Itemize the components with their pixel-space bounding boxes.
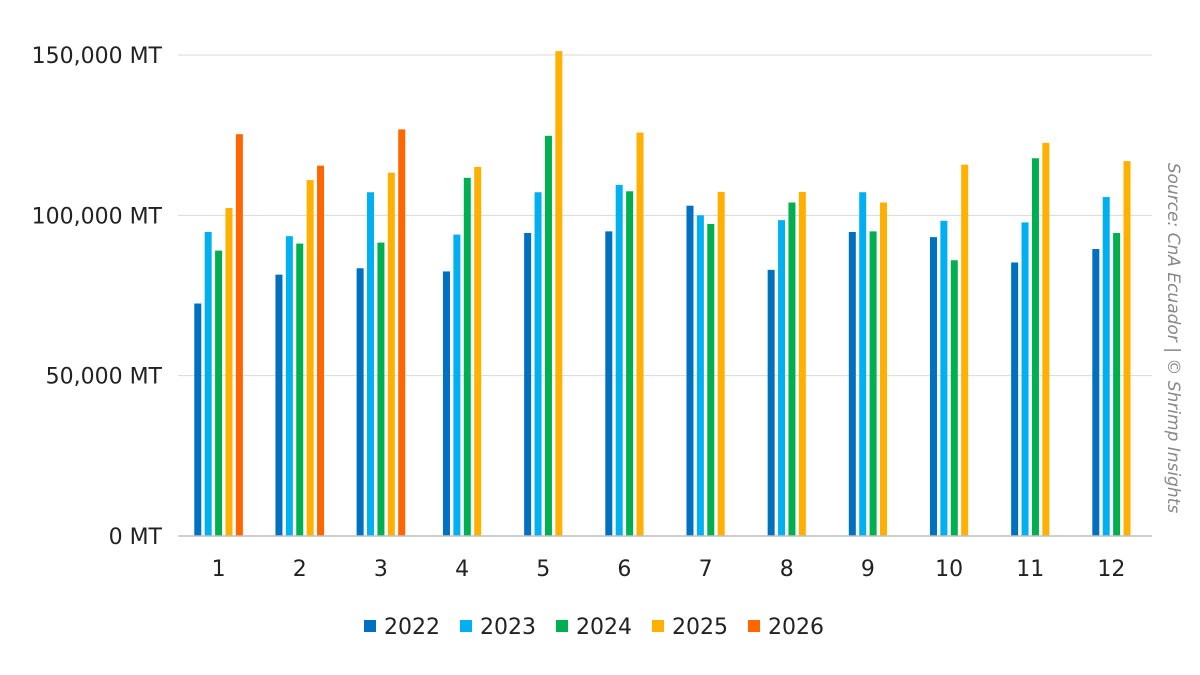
x-tick-label: 7 [699, 557, 713, 582]
x-tick-label: 3 [374, 557, 388, 582]
legend-swatch-2026 [748, 620, 760, 632]
bar-2023-month-8 [778, 220, 786, 537]
bar-2022-month-2 [275, 274, 283, 536]
bar-2022-month-7 [686, 205, 694, 537]
bar-2023-month-1 [204, 232, 212, 536]
bar-2025-month-11 [1042, 142, 1050, 536]
bar-2025-month-6 [636, 132, 644, 537]
legend-swatch-2023 [460, 620, 472, 632]
bar-2022-month-4 [442, 271, 450, 536]
bar-2026-month-1 [235, 134, 243, 537]
legend-label-2022: 2022 [384, 615, 440, 640]
legend-label-2023: 2023 [480, 615, 536, 640]
bar-2025-month-1 [225, 207, 233, 536]
bar-2023-month-7 [696, 215, 704, 537]
bar-2024-month-6 [626, 191, 634, 537]
bar-2024-month-5 [544, 135, 552, 537]
bar-2026-month-2 [317, 165, 325, 536]
bar-2024-month-7 [707, 223, 715, 536]
bar-2025-month-5 [555, 51, 563, 536]
y-axis-ticks: 0 MT 50,000 MT 100,000 MT 150,000 MT [32, 44, 163, 550]
bar-2024-month-8 [788, 202, 796, 537]
x-tick-label: 1 [212, 557, 226, 582]
bar-2025-month-4 [474, 166, 482, 537]
bars [194, 51, 1131, 537]
bar-2023-month-5 [534, 192, 542, 536]
bar-2022-month-9 [848, 232, 856, 536]
y-tick-label: 100,000 MT [32, 204, 163, 229]
y-tick-label: 50,000 MT [46, 365, 163, 390]
bar-2022-month-1 [194, 303, 202, 536]
bar-2025-month-12 [1123, 161, 1131, 536]
bar-2023-month-12 [1102, 197, 1110, 536]
x-tick-label: 10 [935, 557, 963, 582]
x-tick-label: 6 [617, 557, 631, 582]
bar-2025-month-2 [306, 180, 314, 536]
x-tick-label: 5 [536, 557, 550, 582]
bar-2022-month-8 [767, 269, 775, 536]
bar-2023-month-3 [367, 192, 375, 536]
legend-swatch-2022 [364, 620, 376, 632]
bar-2024-month-9 [869, 231, 877, 536]
x-tick-label: 2 [293, 557, 307, 582]
legend-label-2026: 2026 [768, 615, 824, 640]
bar-2025-month-10 [961, 164, 969, 536]
bar-2023-month-2 [285, 236, 293, 536]
bar-2024-month-11 [1031, 158, 1039, 536]
bar-2024-month-2 [296, 243, 304, 536]
legend: 2022 2023 2024 2025 2026 [364, 615, 824, 640]
legend-swatch-2025 [652, 620, 664, 632]
x-tick-label: 12 [1097, 557, 1125, 582]
bar-2024-month-10 [950, 260, 958, 536]
bar-2025-month-8 [798, 191, 806, 536]
bar-2026-month-3 [398, 129, 406, 537]
source-note: Source: CnA Ecuador | © Shrimp Insights [1163, 163, 1183, 514]
bar-2025-month-7 [717, 191, 725, 536]
bar-2025-month-9 [880, 202, 888, 537]
legend-label-2024: 2024 [576, 615, 632, 640]
bar-2023-month-6 [615, 184, 623, 536]
legend-swatch-2024 [556, 620, 568, 632]
bar-2022-month-3 [356, 268, 364, 536]
x-tick-label: 9 [861, 557, 875, 582]
bar-2022-month-11 [1011, 262, 1019, 536]
legend-label-2025: 2025 [672, 615, 728, 640]
bar-2023-month-9 [859, 192, 867, 536]
x-tick-label: 4 [455, 557, 469, 582]
bar-2024-month-3 [377, 242, 385, 536]
y-tick-label: 0 MT [109, 525, 163, 550]
bar-2025-month-3 [387, 172, 395, 536]
bar-2022-month-6 [605, 231, 613, 536]
x-tick-label: 8 [780, 557, 794, 582]
y-tick-label: 150,000 MT [32, 44, 163, 69]
bar-2024-month-12 [1113, 232, 1121, 536]
bar-2024-month-4 [463, 177, 471, 536]
bar-2023-month-11 [1021, 222, 1029, 536]
x-tick-label: 11 [1016, 557, 1044, 582]
bar-2023-month-4 [453, 234, 461, 536]
bar-2022-month-12 [1092, 249, 1100, 536]
bar-2023-month-10 [940, 220, 948, 536]
bar-2022-month-10 [929, 237, 937, 536]
x-axis-ticks: 1 2 3 4 5 6 7 8 9 10 11 12 [212, 557, 1126, 582]
bar-2022-month-5 [524, 232, 532, 536]
gridlines [178, 54, 1152, 377]
bar-2024-month-1 [215, 250, 223, 536]
